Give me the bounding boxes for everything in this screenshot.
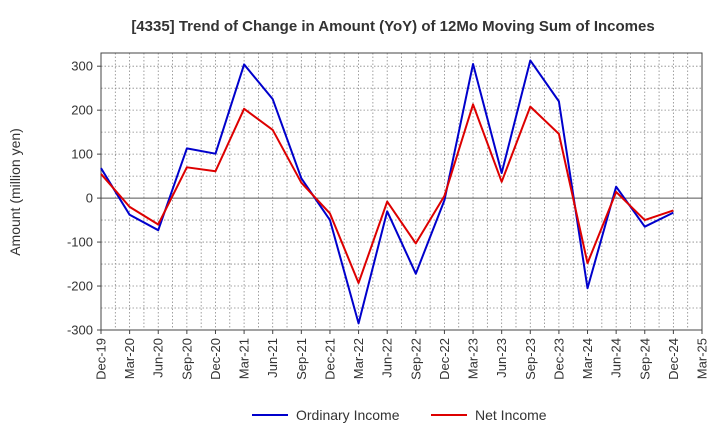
x-tick-label: Mar-24 [580,338,595,379]
y-tick-label: -100 [67,235,93,250]
x-tick-label: Mar-21 [237,338,252,379]
legend-item-ordinary-income[interactable]: Ordinary Income [252,407,400,423]
x-tick-label: Dec-24 [666,338,681,380]
x-tick-label: Sep-21 [294,338,309,380]
x-tick-label: Dec-22 [437,338,452,380]
x-tick-label: Mar-22 [351,338,366,379]
x-tick-label: Jun-21 [265,338,280,378]
y-tick-label: 300 [71,59,93,74]
y-axis-label: Amount (million yen) [7,128,23,256]
series-line-net-income [100,103,674,284]
x-tick-label: Jun-22 [380,338,395,378]
x-tick-label: Dec-23 [551,338,566,380]
chart-title: [4335] Trend of Change in Amount (YoY) o… [131,18,654,35]
legend-label: Net Income [475,407,547,423]
x-tick-label: Jun-24 [609,338,624,378]
grid [100,53,703,331]
legend-item-net-income[interactable]: Net Income [431,407,547,423]
x-tick-label: Sep-22 [408,338,423,380]
series-lines [100,59,674,325]
y-tick-label: -200 [67,279,93,294]
x-tick-label: Sep-23 [523,338,538,380]
x-tick-label: Mar-23 [466,338,481,379]
x-tick-label: Dec-20 [208,338,223,380]
x-tick-label: Jun-23 [494,338,509,378]
x-tick-label: Sep-20 [179,338,194,380]
series-line-ordinary-income [100,59,674,325]
plot-border [100,52,703,331]
legend[interactable]: Ordinary Income Net Income [252,407,547,423]
legend-label: Ordinary Income [296,407,400,423]
y-tick-label: 100 [71,147,93,162]
x-tick-label: Dec-21 [322,338,337,380]
x-tick-label: Sep-24 [637,338,652,380]
y-tick-label: 200 [71,103,93,118]
x-tick-label: Dec-19 [94,338,109,380]
y-tick-label: -300 [67,323,93,338]
x-tick-label: Mar-25 [695,338,710,379]
x-tick-label: Jun-20 [151,338,166,378]
x-tick-label: Mar-20 [122,338,137,379]
y-tick-label: 0 [86,191,93,206]
